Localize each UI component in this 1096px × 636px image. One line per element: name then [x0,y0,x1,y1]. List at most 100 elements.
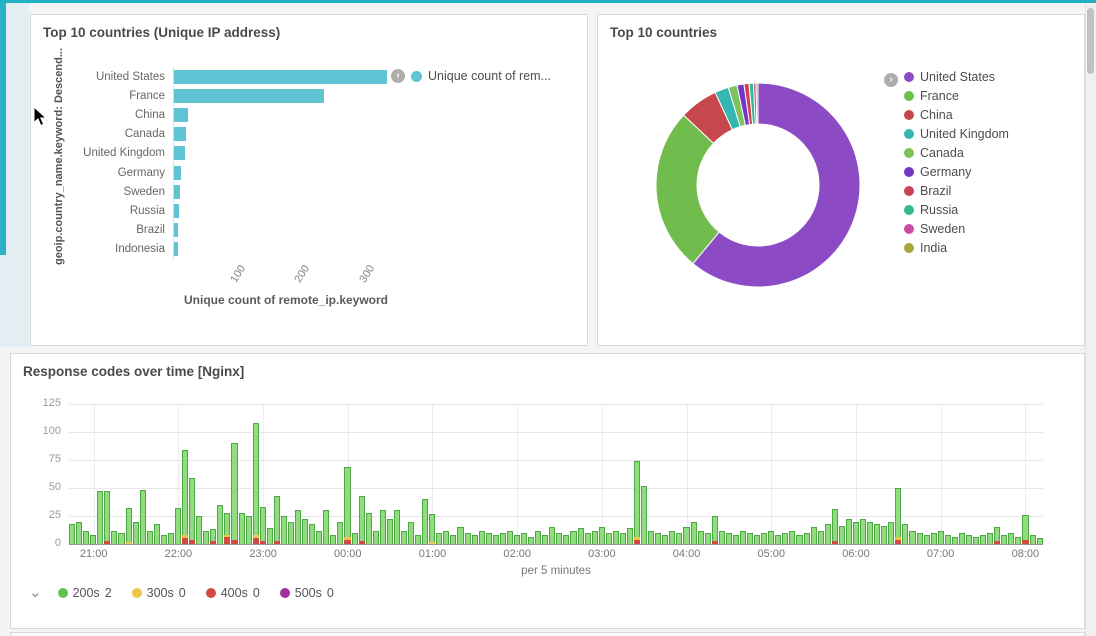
time-bar[interactable] [570,404,577,544]
time-bar[interactable] [167,404,174,544]
time-bar[interactable] [810,404,817,544]
time-bar[interactable] [422,404,429,544]
time-bar[interactable] [287,404,294,544]
legend-item-sweden[interactable]: Sweden [904,219,1009,238]
time-bar[interactable] [316,404,323,544]
time-bar[interactable] [344,404,351,544]
time-bar[interactable] [139,404,146,544]
time-bar[interactable] [393,404,400,544]
time-bar[interactable] [485,404,492,544]
time-bar[interactable] [231,404,238,544]
legend-expand-icon[interactable] [884,73,898,87]
time-bar[interactable] [704,404,711,544]
bar-united-states[interactable] [173,69,388,84]
time-bar[interactable] [450,404,457,544]
time-bar[interactable] [295,404,302,544]
time-bar[interactable] [718,404,725,544]
time-bar[interactable] [118,404,125,544]
time-bar[interactable] [132,404,139,544]
time-bar[interactable] [980,404,987,544]
time-bar[interactable] [1008,404,1015,544]
time-bar[interactable] [506,404,513,544]
time-bar[interactable] [662,404,669,544]
time-bar[interactable] [210,404,217,544]
time-bar[interactable] [429,404,436,544]
time-bar[interactable] [676,404,683,544]
time-bar[interactable] [196,404,203,544]
chevron-down-icon[interactable] [29,586,42,600]
time-bar[interactable] [259,404,266,544]
legend-item-200s[interactable]: 200s 2 [57,586,112,600]
time-bar[interactable] [252,404,259,544]
time-bar[interactable] [563,404,570,544]
time-bar[interactable] [874,404,881,544]
time-bar[interactable] [895,404,902,544]
time-bar[interactable] [97,404,104,544]
time-bar[interactable] [944,404,951,544]
time-bar[interactable] [803,404,810,544]
legend-item-china[interactable]: China [904,105,1009,124]
time-bar[interactable] [598,404,605,544]
time-bar[interactable] [125,404,132,544]
time-bar[interactable] [217,404,224,544]
legend-label[interactable]: Unique count of rem... [428,69,551,83]
time-bar[interactable] [556,404,563,544]
time-bar[interactable] [584,404,591,544]
time-bar[interactable] [280,404,287,544]
time-bar[interactable] [365,404,372,544]
time-bar[interactable] [754,404,761,544]
time-bar[interactable] [867,404,874,544]
time-bar[interactable] [408,404,415,544]
time-bar[interactable] [478,404,485,544]
time-bar[interactable] [860,404,867,544]
vertical-scrollbar[interactable] [1085,3,1096,636]
time-bar[interactable] [725,404,732,544]
time-bar[interactable] [379,404,386,544]
legend-item-united-states[interactable]: United States [904,67,1009,86]
time-bar[interactable] [782,404,789,544]
bar-china[interactable] [173,107,188,122]
time-bar[interactable] [768,404,775,544]
time-bar[interactable] [824,404,831,544]
time-bar[interactable] [902,404,909,544]
time-bar[interactable] [238,404,245,544]
bar-france[interactable] [173,88,325,103]
time-bar[interactable] [817,404,824,544]
bar-germany[interactable] [173,165,182,180]
bar-canada[interactable] [173,127,186,142]
time-bar[interactable] [203,404,210,544]
scrollbar-thumb[interactable] [1087,8,1094,74]
time-bar[interactable] [443,404,450,544]
time-bar[interactable] [111,404,118,544]
legend-item-500s[interactable]: 500s 0 [279,586,334,600]
time-bar[interactable] [973,404,980,544]
time-bar[interactable] [513,404,520,544]
bar-russia[interactable] [173,203,179,218]
time-bar[interactable] [174,404,181,544]
time-bar[interactable] [528,404,535,544]
time-bar[interactable] [626,404,633,544]
time-bar[interactable] [732,404,739,544]
legend-item-russia[interactable]: Russia [904,200,1009,219]
time-bar[interactable] [888,404,895,544]
time-bar[interactable] [619,404,626,544]
time-bar[interactable] [923,404,930,544]
time-bar[interactable] [739,404,746,544]
time-bar[interactable] [965,404,972,544]
donut-slice-india[interactable] [755,82,759,125]
time-bar[interactable] [747,404,754,544]
time-bar[interactable] [549,404,556,544]
time-bar[interactable] [612,404,619,544]
time-bar[interactable] [245,404,252,544]
bar-sweden[interactable] [173,184,181,199]
time-bar[interactable] [153,404,160,544]
time-bar[interactable] [104,404,111,544]
time-bar[interactable] [711,404,718,544]
time-bar[interactable] [189,404,196,544]
time-bar[interactable] [323,404,330,544]
legend-item-france[interactable]: France [904,86,1009,105]
time-bar[interactable] [76,404,83,544]
time-bar[interactable] [994,404,1001,544]
time-bar[interactable] [309,404,316,544]
time-bar[interactable] [648,404,655,544]
